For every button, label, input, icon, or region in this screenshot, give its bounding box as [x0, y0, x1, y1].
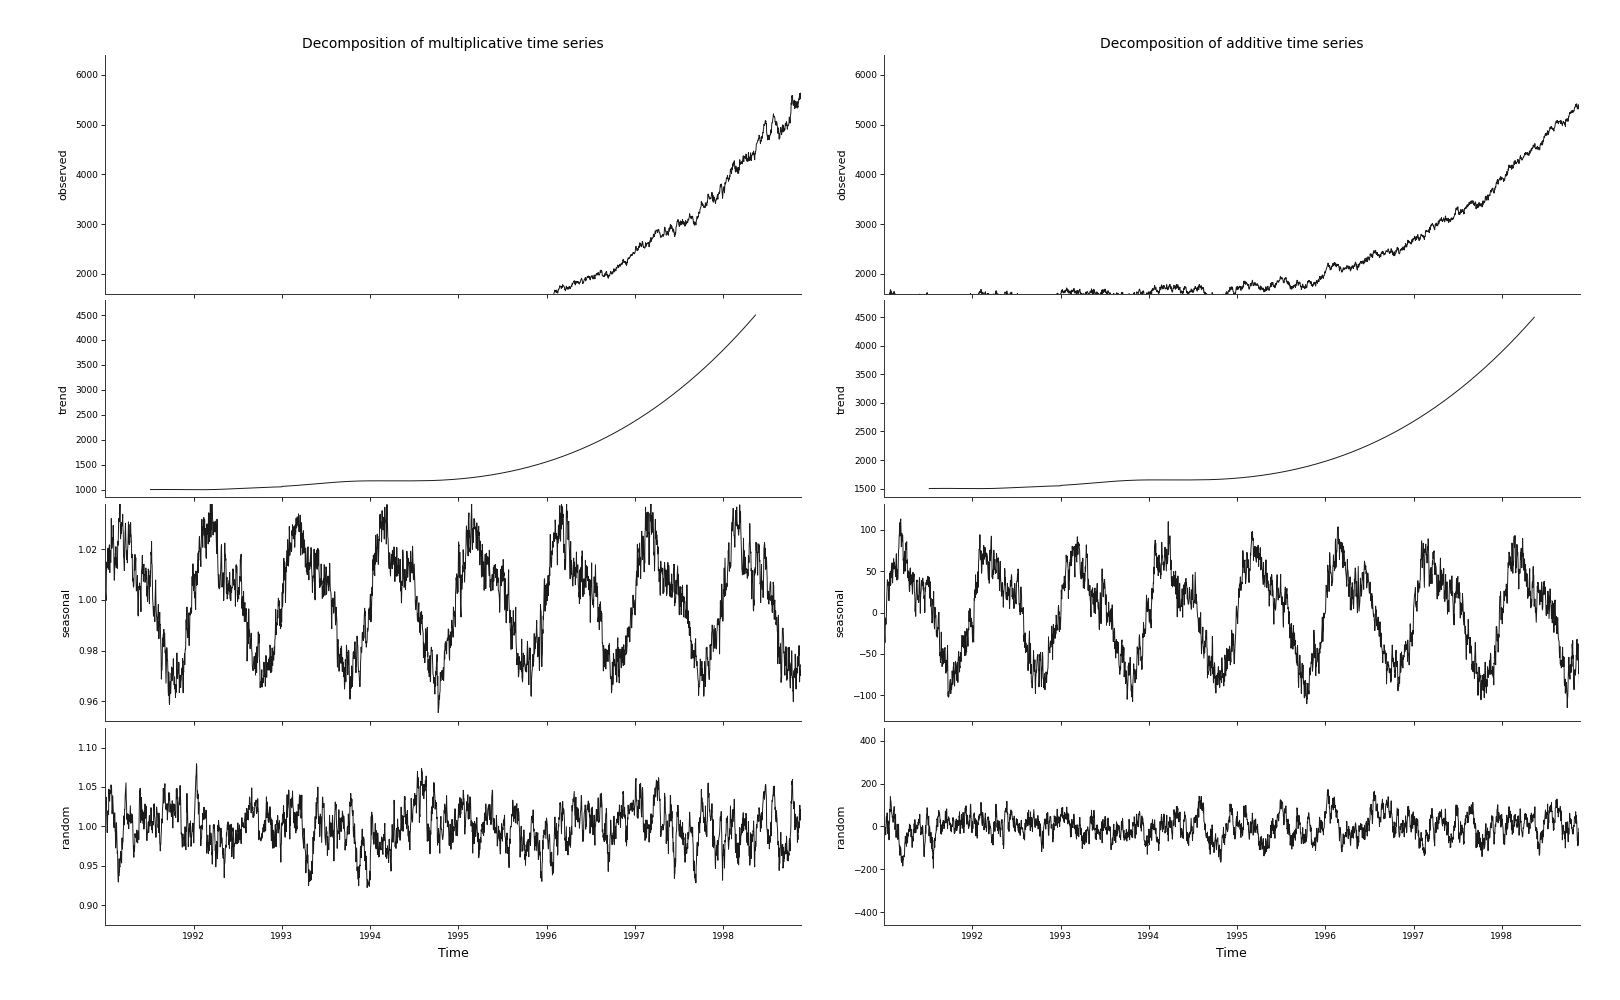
Y-axis label: trend: trend	[58, 384, 68, 414]
X-axis label: Time: Time	[1217, 947, 1247, 960]
Y-axis label: random: random	[62, 805, 71, 848]
Y-axis label: observed: observed	[58, 149, 68, 200]
X-axis label: Time: Time	[437, 947, 468, 960]
Y-axis label: observed: observed	[838, 149, 847, 200]
Y-axis label: trend: trend	[838, 384, 847, 414]
Title: Decomposition of additive time series: Decomposition of additive time series	[1100, 37, 1364, 51]
Y-axis label: random: random	[836, 805, 846, 848]
Y-axis label: seasonal: seasonal	[836, 588, 846, 637]
Y-axis label: seasonal: seasonal	[62, 588, 71, 637]
Title: Decomposition of multiplicative time series: Decomposition of multiplicative time ser…	[303, 37, 604, 51]
